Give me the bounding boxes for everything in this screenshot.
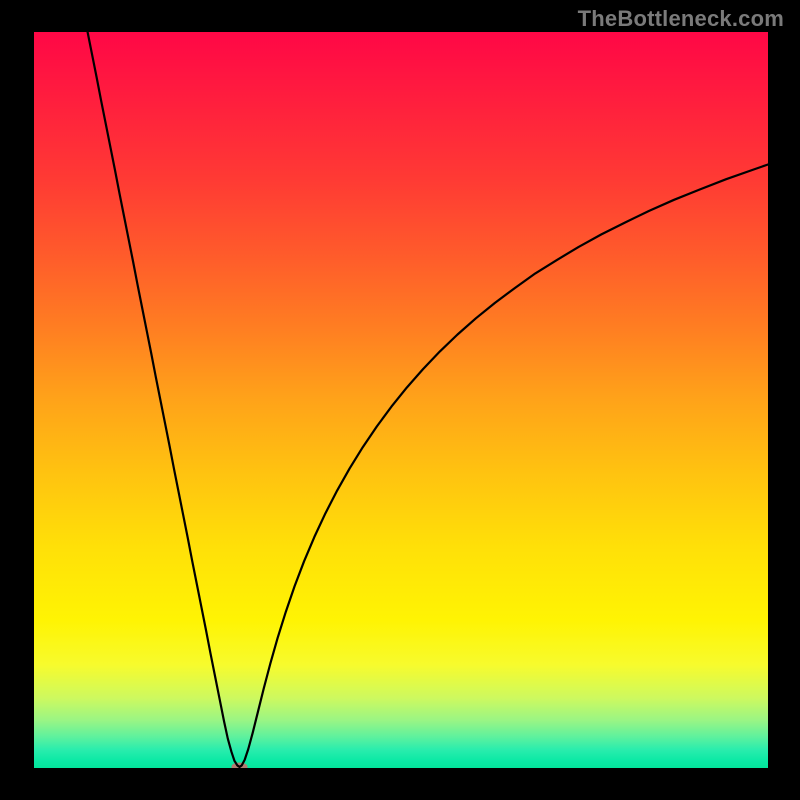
gradient-background bbox=[34, 32, 768, 768]
plot-area bbox=[34, 32, 768, 768]
watermark-text: TheBottleneck.com bbox=[578, 6, 784, 32]
plot-svg bbox=[34, 32, 768, 768]
figure-root: TheBottleneck.com bbox=[0, 0, 800, 800]
